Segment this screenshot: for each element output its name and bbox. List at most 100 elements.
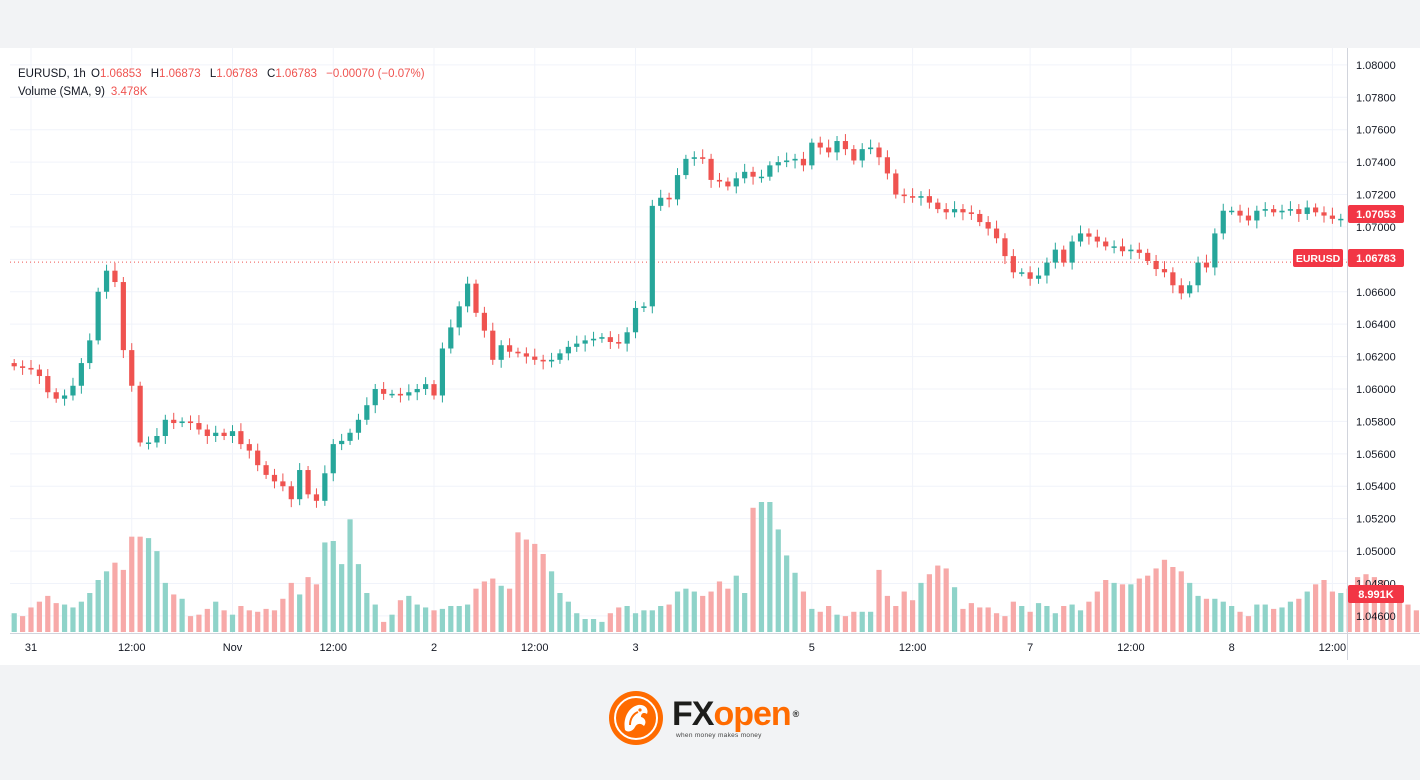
symbol-badge-text: EURUSD — [1296, 253, 1341, 265]
candle-body — [162, 419, 168, 436]
candle-body — [1170, 272, 1176, 286]
candle-body — [61, 395, 68, 399]
volume-bar — [330, 541, 336, 632]
candle-body — [1195, 262, 1201, 286]
volume-bar — [1304, 591, 1310, 632]
candlestick-chart[interactable]: 1.08000 1.07800 1.07600 1.07400 1.07200 1.070… — [0, 48, 1420, 665]
price-tick-label: 1.07400 — [1356, 157, 1396, 169]
candle-body — [1111, 246, 1117, 248]
candle-body — [1010, 256, 1016, 273]
candle-body — [557, 353, 563, 360]
volume-bar — [263, 608, 269, 632]
volume-bar — [448, 606, 454, 632]
volume-bar — [423, 607, 429, 632]
volume-bar — [95, 580, 101, 632]
fxopen-logo[interactable]: FXopen ® when money makes money — [608, 688, 799, 748]
candle-body — [372, 389, 378, 406]
volume-bar — [1010, 601, 1016, 632]
volume-bar — [322, 542, 328, 632]
candle-body — [221, 432, 227, 436]
volume-bar — [297, 594, 303, 632]
volume-bar — [884, 595, 891, 632]
volume-bar — [490, 578, 496, 632]
volume-bar — [758, 502, 765, 632]
candle-body — [389, 393, 395, 396]
candle-body — [1203, 262, 1210, 268]
volume-bar — [1111, 582, 1117, 632]
time-tick-label: 12:00 — [899, 642, 927, 654]
price-tick-label: 1.07600 — [1356, 125, 1396, 137]
candle-body — [1044, 262, 1050, 276]
price-tick-label: 1.05400 — [1356, 481, 1396, 493]
price-tick-label: 1.06600 — [1356, 287, 1396, 299]
volume-bar — [61, 604, 68, 632]
volume-bar — [834, 614, 840, 632]
candle-body — [842, 141, 849, 150]
candle-body — [1296, 209, 1302, 214]
time-axis[interactable]: 31 12:00 Nov 12:00 2 12:00 3 5 12:00 7 12:00 8 12:00… — [25, 642, 1420, 654]
volume-bar — [1119, 584, 1126, 632]
volume-bar — [1313, 584, 1319, 632]
candle-body — [700, 157, 706, 159]
price-tick-label: 1.07000 — [1356, 222, 1396, 234]
volume-bar — [255, 611, 261, 632]
candle-body — [792, 158, 798, 161]
volume-bar — [658, 606, 664, 632]
price-axis[interactable]: 1.08000 1.07800 1.07600 1.07400 1.07200 1.070… — [1356, 60, 1396, 623]
volume-bar — [397, 600, 404, 632]
candle-body — [1304, 207, 1310, 214]
volume-bar — [137, 536, 143, 632]
volume-bar — [1220, 601, 1226, 632]
candle-body — [632, 307, 639, 333]
candle-body — [893, 173, 899, 195]
volume-bar — [229, 614, 236, 632]
volume-bar — [1229, 606, 1235, 632]
candle-body — [977, 213, 983, 223]
candle-body — [1161, 269, 1168, 273]
candle-body — [733, 178, 739, 187]
candle-body — [439, 348, 446, 396]
price-tick-label: 1.06000 — [1356, 384, 1396, 396]
candle-body — [381, 389, 387, 394]
volume-bar — [1052, 613, 1058, 632]
chart-panel[interactable]: 1.08000 1.07800 1.07600 1.07400 1.07200 1.070… — [0, 48, 1420, 665]
candle-body — [456, 306, 462, 328]
price-tick-label: 1.08000 — [1356, 60, 1396, 72]
candle-body — [1229, 210, 1235, 213]
candle-body — [1061, 249, 1067, 263]
volume-bar — [716, 581, 723, 632]
price-tick-label: 1.06200 — [1356, 352, 1396, 364]
volume-bar — [1145, 575, 1151, 632]
volume-bar — [876, 569, 882, 632]
candle-body — [137, 385, 143, 443]
volume-bar — [11, 613, 17, 632]
candle-body — [582, 340, 588, 344]
candle-body — [985, 222, 991, 229]
time-tick-label: 12:00 — [1319, 642, 1347, 654]
candle-body — [775, 162, 781, 166]
volume-bar — [909, 600, 916, 632]
candle-body — [565, 346, 571, 354]
candle-body — [1262, 209, 1268, 211]
candle-body — [330, 444, 336, 474]
candle-body — [1212, 233, 1218, 268]
volume-bar — [1271, 608, 1277, 632]
candle-body — [1136, 249, 1142, 253]
volume-bar — [951, 587, 958, 632]
volume-bar — [1002, 616, 1008, 632]
volume-bar — [977, 607, 983, 632]
volume-bar — [842, 616, 849, 632]
candle-body — [691, 157, 697, 159]
legend-l-label: L — [210, 68, 217, 80]
candle-body — [187, 421, 194, 424]
candle-body — [1027, 272, 1033, 279]
volume-bar — [993, 613, 1000, 632]
volume-bar — [1413, 610, 1419, 632]
candle-body — [859, 149, 865, 161]
candle-body — [935, 202, 941, 210]
fxopen-tagline: when money makes money — [676, 732, 762, 739]
volume-bar — [926, 574, 932, 632]
volume-bar — [616, 607, 622, 632]
volume-bar — [742, 593, 748, 632]
candle-body — [1237, 210, 1243, 216]
